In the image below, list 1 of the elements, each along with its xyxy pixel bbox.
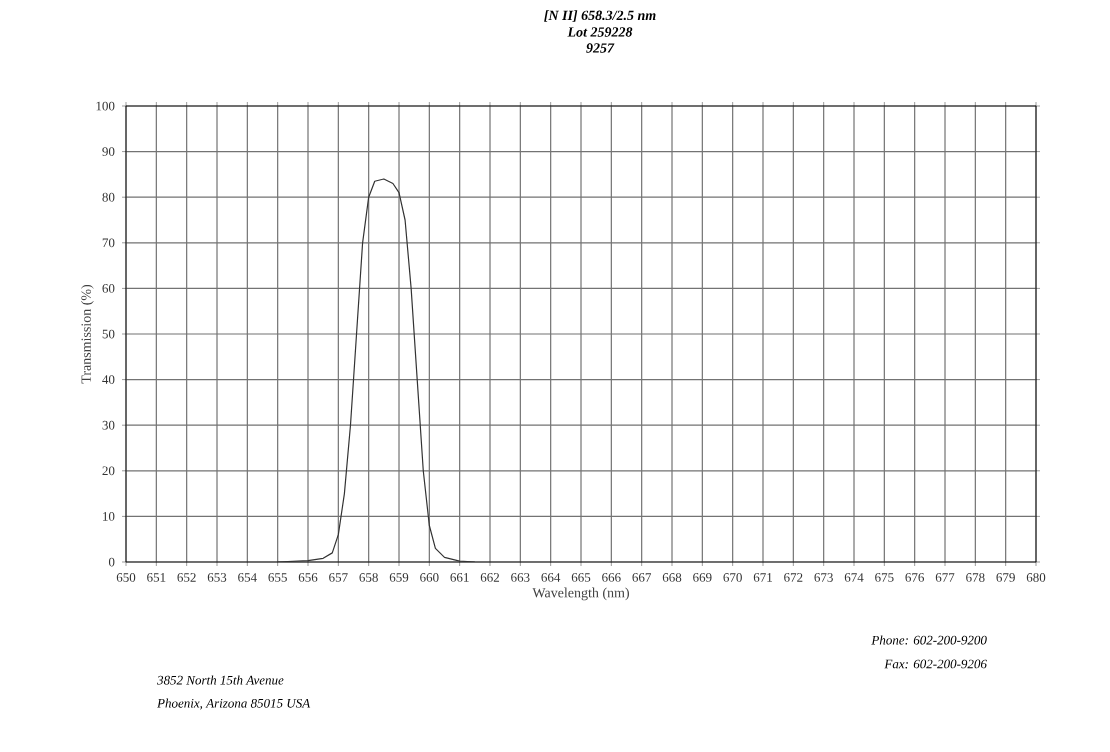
line-series bbox=[277, 178, 476, 562]
